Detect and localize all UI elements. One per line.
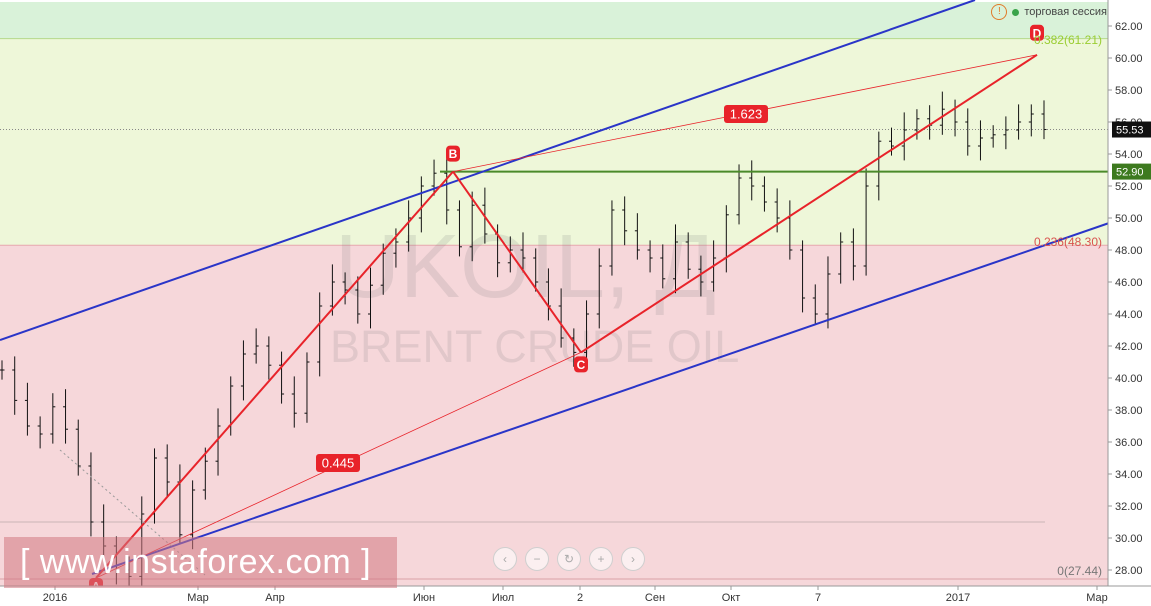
y-tick-label: 34.00 <box>1115 469 1143 481</box>
y-axis-panel <box>1108 0 1151 586</box>
session-label: торговая сессия <box>1024 6 1107 18</box>
point-marker-c <box>574 356 588 373</box>
channel-lower <box>91 221 1113 575</box>
last-price-box <box>1112 121 1151 138</box>
y-tick-label: 42.00 <box>1115 341 1143 353</box>
x-tick-label: Мар <box>187 592 209 604</box>
zoom-in-icon[interactable]: + <box>589 547 613 571</box>
fib-label-mid: 0.236(48.30) <box>1034 235 1102 249</box>
y-tick-label: 62.00 <box>1115 21 1143 33</box>
chart-subtitle: BRENT CRUDE OIL <box>330 321 739 372</box>
fib-zone-1 <box>0 38 1108 246</box>
y-tick-label: 58.00 <box>1115 85 1143 97</box>
zoom-out-icon[interactable]: − <box>525 547 549 571</box>
x-tick-label: 2017 <box>946 592 970 604</box>
chart-navigation: ‹ − ↻ + › <box>493 547 645 571</box>
y-tick-label: 60.00 <box>1115 53 1143 65</box>
ratio-label-ab-box <box>316 454 360 472</box>
y-tick-label: 50.00 <box>1115 213 1143 225</box>
y-tick-label: 44.00 <box>1115 309 1143 321</box>
pattern-leg-cd <box>580 53 1038 354</box>
y-tick-label: 46.00 <box>1115 277 1143 289</box>
y-tick-label: 48.00 <box>1115 245 1143 257</box>
point-label-b: B <box>449 147 458 161</box>
y-tick-label: 30.00 <box>1115 533 1143 545</box>
level-price-box <box>1112 163 1151 180</box>
x-tick-label: Сен <box>645 592 665 604</box>
y-tick-label: 40.00 <box>1115 373 1143 385</box>
session-dot-icon <box>1012 8 1020 16</box>
channel-upper <box>0 0 976 341</box>
y-tick-label: 36.00 <box>1115 437 1143 449</box>
point-marker-b <box>446 145 460 162</box>
x-tick-label: Июн <box>413 592 435 604</box>
x-tick-label: Мар <box>1086 592 1108 604</box>
session-status[interactable]: ! торговая сессия <box>991 4 1107 20</box>
level-price-label: 52.90 <box>1116 167 1144 179</box>
y-tick-label: 38.00 <box>1115 405 1143 417</box>
ratio-label-bc: 1.623 <box>730 107 763 122</box>
ratio-label-bc-box <box>724 105 768 123</box>
reset-icon[interactable]: ↻ <box>557 547 581 571</box>
x-tick-label: Окт <box>722 592 741 604</box>
x-tick-label: 2 <box>577 592 583 604</box>
fib-label-top: 0.382(61.21) <box>1034 33 1102 47</box>
y-tick-label: 32.00 <box>1115 501 1143 513</box>
x-tick-label: 7 <box>815 592 821 604</box>
x-tick-label: Апр <box>265 592 284 604</box>
scroll-left-icon[interactable]: ‹ <box>493 547 517 571</box>
point-label-d: D <box>1033 26 1042 40</box>
x-tick-label: 2016 <box>43 592 67 604</box>
y-tick-label: 28.00 <box>1115 565 1143 577</box>
fib-label-bottom: 0(27.44) <box>1057 564 1102 578</box>
fib-zone-0 <box>0 2 1108 39</box>
scroll-right-icon[interactable]: › <box>621 547 645 571</box>
y-tick-label: 52.00 <box>1115 181 1143 193</box>
x-tick-label: Июл <box>492 592 514 604</box>
last-price-label: 55.53 <box>1116 125 1144 137</box>
pattern-leg-ab <box>95 170 454 579</box>
watermark: [ www.instaforex.com ] <box>4 537 397 588</box>
dotted-trendline <box>59 449 206 576</box>
x-axis-panel <box>0 586 1151 606</box>
ratio-label-ab: 0.445 <box>322 456 355 471</box>
warning-icon[interactable]: ! <box>991 4 1008 20</box>
y-tick-label: 54.00 <box>1115 149 1143 161</box>
pattern-leg-bc <box>452 171 582 353</box>
point-label-c: C <box>577 358 586 372</box>
point-marker-d <box>1030 24 1044 41</box>
